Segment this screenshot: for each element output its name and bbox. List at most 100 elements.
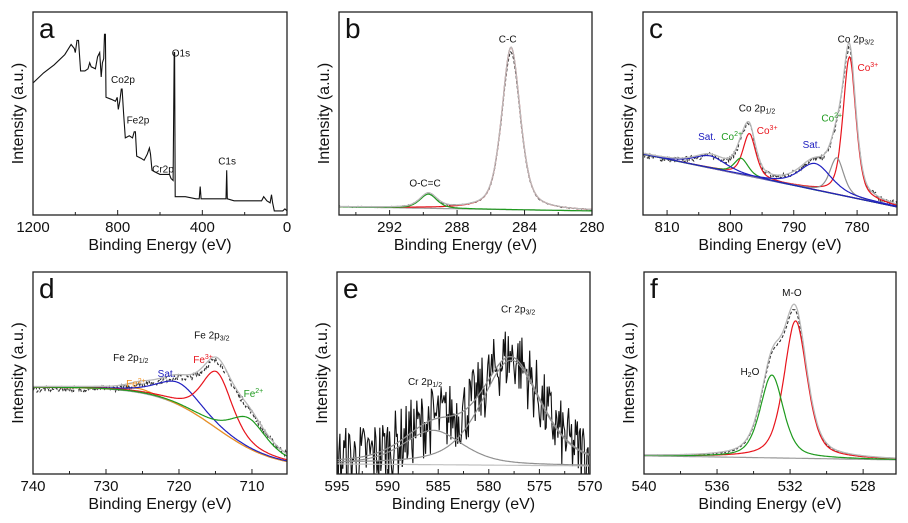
x-axis-label: Binding Energy (eV)	[88, 496, 231, 513]
x-tick-label: 585	[426, 478, 451, 495]
component-peak-line	[337, 359, 590, 463]
x-tick-label: 730	[93, 478, 118, 495]
panel-letter: b	[345, 13, 361, 44]
survey-spectrum-line	[33, 33, 287, 212]
peak-annotation: O-C=C	[409, 179, 440, 190]
fit-envelope-line	[337, 356, 590, 461]
component-peak-line	[643, 153, 897, 207]
x-tick-label: 288	[445, 219, 470, 236]
fit-envelope-line	[33, 356, 287, 455]
panel-d: 740 730 720 710 Binding Energy (eV) Intensity…	[10, 271, 288, 513]
x-tick-label: 800	[105, 219, 130, 236]
x-tick-label: 400	[190, 219, 215, 236]
x-tick-label: 570	[577, 478, 602, 495]
plot-area	[644, 303, 896, 461]
plot-frame	[32, 11, 288, 216]
panel-letter: c	[649, 13, 663, 44]
plot-frame	[643, 271, 897, 475]
y-axis-label: Intensity (a.u.)	[314, 322, 331, 423]
component-peak-line	[339, 46, 592, 211]
x-tick-label: 810	[655, 219, 680, 236]
peak-annotation: H2O	[740, 367, 759, 379]
peak-annotation: Cr 2p3/2	[501, 304, 535, 316]
x-axis-label: Binding Energy (eV)	[394, 237, 537, 254]
component-peak-line	[644, 320, 896, 460]
panel-letter: a	[39, 13, 55, 44]
plot-area	[33, 356, 287, 463]
fit-envelope-line	[643, 42, 897, 205]
x-tick-label: 800	[718, 219, 743, 236]
peak-annotation: O1s	[172, 49, 190, 60]
x-tick-label: 590	[375, 478, 400, 495]
component-peak-line	[33, 386, 287, 457]
peak-annotation: Co3+	[857, 62, 878, 74]
y-axis-label: Intensity (a.u.)	[10, 63, 27, 164]
y-axis-label: Intensity (a.u.)	[621, 322, 638, 423]
x-axis-label: Binding Energy (eV)	[698, 237, 841, 254]
x-tick-label: 536	[705, 478, 730, 495]
component-peak-line	[337, 429, 590, 466]
x-tick-label: 0	[283, 219, 291, 236]
y-axis-label: Intensity (a.u.)	[10, 322, 27, 423]
x-axis-label: Binding Energy (eV)	[88, 237, 231, 254]
panel-letter: d	[39, 273, 55, 304]
component-peak-line	[339, 193, 592, 212]
plot-frame	[32, 271, 288, 475]
peak-annotation: Sat.	[803, 140, 821, 151]
x-tick-label: 580	[476, 478, 501, 495]
background-line	[337, 463, 590, 467]
x-tick-label: 280	[579, 219, 604, 236]
plot-area	[643, 42, 897, 209]
peak-annotation: Sat.	[698, 132, 716, 143]
peak-annotation: Co2+	[821, 113, 842, 125]
x-tick-label: 780	[845, 219, 870, 236]
y-axis-label: Intensity (a.u.)	[620, 63, 637, 164]
peak-annotation: Fe3+	[193, 354, 213, 366]
peak-annotation: Fe2+	[126, 378, 146, 390]
x-tick-label: 292	[377, 219, 402, 236]
peak-annotation: Co2+	[721, 131, 742, 143]
peak-annotation: Fe2+	[244, 388, 264, 400]
x-tick-label: 532	[778, 478, 803, 495]
peak-annotation: Co2p	[111, 75, 135, 86]
peak-annotation: Fe 2p3/2	[194, 331, 229, 343]
plot-area	[33, 33, 287, 212]
x-tick-label: 528	[851, 478, 876, 495]
panel-e: 595 590 585 580 575 570 Binding Energy (eV) Int…	[314, 271, 603, 513]
peak-annotation: Co3+	[757, 125, 778, 137]
plot-frame	[338, 11, 593, 216]
peak-annotation: Co 2p1/2	[739, 103, 776, 115]
plot-frame	[642, 11, 898, 216]
panel-f: 540 536 532 528 Binding Energy (eV) Intensity…	[621, 271, 897, 513]
panel-letter: f	[650, 273, 658, 304]
peak-annotation: Cr2p	[152, 164, 174, 175]
plot-area	[337, 331, 590, 474]
plot-area	[339, 46, 592, 212]
panel-a: 1200 800 400 0 Binding Energy (eV) Intensity …	[10, 11, 291, 254]
component-peak-line	[644, 374, 896, 460]
component-peak-line	[643, 153, 897, 208]
peak-annotation: C1s	[218, 156, 236, 167]
x-axis-label: Binding Energy (eV)	[392, 496, 535, 513]
peak-annotation: M-O	[782, 288, 802, 299]
peak-annotation: Sat.	[158, 369, 176, 380]
background-line	[644, 455, 896, 461]
x-tick-label: 720	[166, 478, 191, 495]
peak-annotation: Cr 2p1/2	[408, 377, 442, 389]
x-tick-label: 284	[512, 219, 537, 236]
panel-b: 292 288 284 280 Binding Energy (eV) Intensity…	[316, 11, 605, 254]
x-tick-label: 595	[324, 478, 349, 495]
peak-annotation: Fe2p	[127, 116, 150, 127]
x-tick-label: 540	[631, 478, 656, 495]
x-tick-label: 790	[781, 219, 806, 236]
fit-envelope-line	[339, 46, 592, 211]
x-axis-label: Binding Energy (eV)	[698, 496, 841, 513]
x-tick-label: 710	[239, 478, 264, 495]
x-tick-label: 740	[20, 478, 45, 495]
peak-annotation: Fe 2p1/2	[113, 353, 148, 365]
panel-letter: e	[343, 273, 359, 304]
x-tick-label: 575	[527, 478, 552, 495]
x-tick-label: 1200	[16, 219, 49, 236]
